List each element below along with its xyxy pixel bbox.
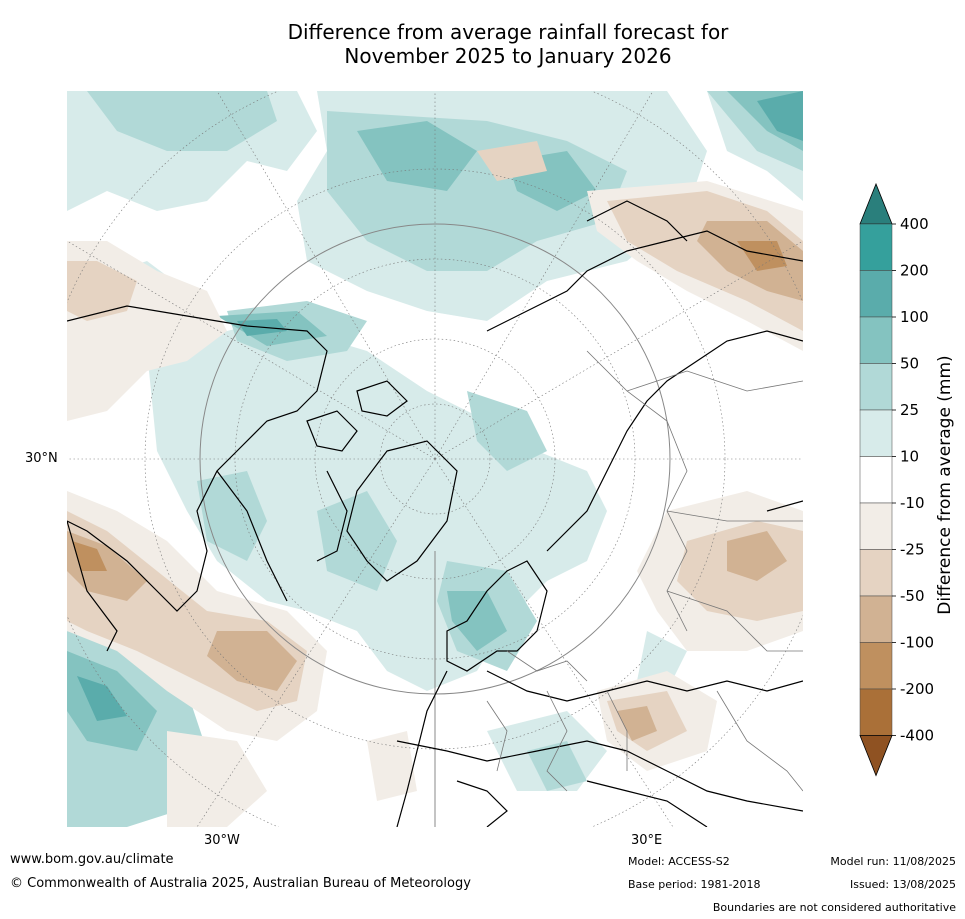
title-line-1: Difference from average rainfall forecas…: [287, 20, 729, 44]
base-period: Base period: 1981-2018: [628, 878, 761, 891]
colorbar-segment: [859, 595, 893, 643]
colorbar-tick-label: -50: [900, 587, 925, 605]
colorbar-tick-label: -100: [900, 634, 934, 652]
boundaries-disclaimer: Boundaries are not considered authoritat…: [712, 901, 956, 914]
colorbar-segment: [859, 409, 893, 457]
colorbar-tick-label: -400: [900, 727, 934, 745]
anomaly-dry-100-200: [72, 241, 787, 571]
colorbar-tick-label: -200: [900, 680, 934, 698]
colorbar-tick-label: -10: [900, 494, 925, 512]
colorbar-segment: [859, 549, 893, 597]
colorbar-segment: [859, 688, 893, 736]
scandinavia-coast: [446, 560, 548, 672]
colorbar-tick-label: 400: [900, 215, 929, 233]
issued-date: Issued: 13/08/2025: [849, 878, 956, 891]
colorbar-extend-max: [859, 182, 893, 225]
colorbar-segment: [859, 270, 893, 318]
lat-label-30n: 30°N: [25, 451, 58, 466]
country-boundaries: [486, 350, 803, 792]
colorbar-tick-label: 100: [900, 308, 929, 326]
colorbar-segment: [859, 223, 893, 271]
colorbar-tick-label: -25: [900, 541, 925, 559]
website-link[interactable]: www.bom.gov.au/climate: [10, 852, 174, 867]
colorbar-extend-min: [859, 735, 893, 777]
colorbar-segment: [859, 502, 893, 550]
graticule: [67, 91, 803, 827]
copyright-text: © Commonwealth of Australia 2025, Austra…: [10, 876, 471, 891]
colorbar-segment: [859, 456, 893, 504]
chart-title: Difference from average rainfall forecas…: [68, 20, 948, 68]
colorbar-segment: [859, 363, 893, 411]
model-name: Model: ACCESS-S2: [628, 855, 730, 868]
colorbar-title: Difference from average (mm): [935, 355, 955, 615]
lon-label-30w: 30°W: [204, 833, 240, 848]
colorbar-tick-label: 10: [900, 448, 919, 466]
colorbar-tick-label: 200: [900, 262, 929, 280]
rainfall-anomaly-map: [67, 91, 803, 827]
colorbar-segment: [859, 642, 893, 690]
title-line-2: November 2025 to January 2026: [344, 44, 672, 68]
model-run-date: Model run: 11/08/2025: [830, 855, 956, 868]
colorbar-segment: [859, 316, 893, 364]
colorbar: 400 200 100 50 25 10 -10 -25 -50 -100 -200 -400: [859, 182, 934, 777]
colorbar-tick-label: 50: [900, 355, 919, 373]
colorbar-tick-label: 25: [900, 401, 919, 419]
lon-label-30e: 30°E: [631, 833, 663, 848]
greenland-coast: [346, 440, 458, 582]
coastlines: [67, 200, 803, 827]
